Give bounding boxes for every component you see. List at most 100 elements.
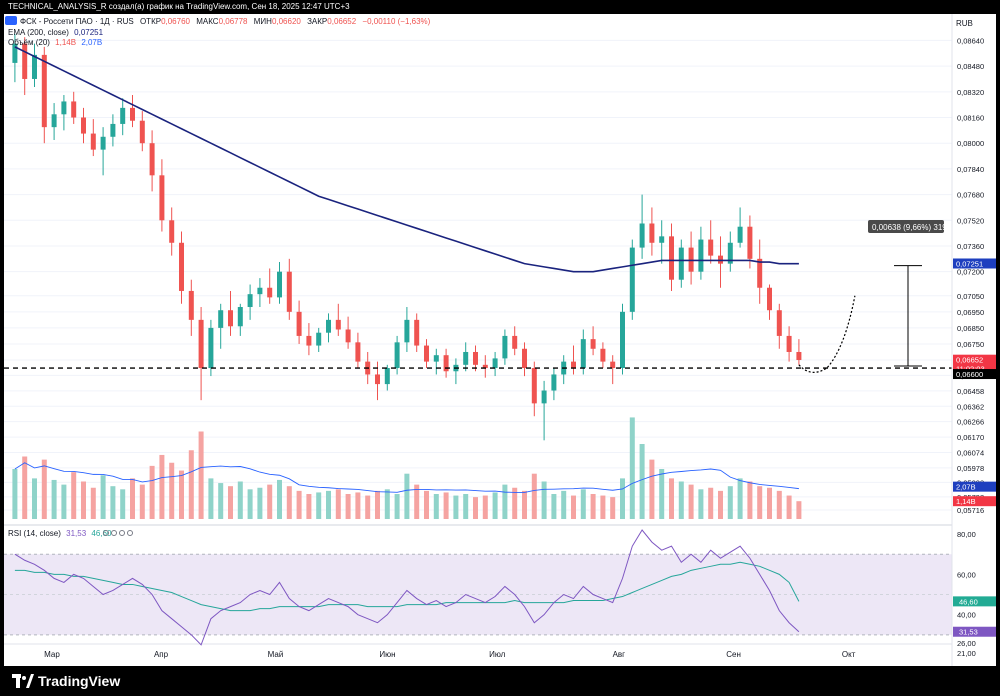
candle-body[interactable]	[110, 123, 116, 137]
time-axis-label[interactable]: Июл	[489, 650, 506, 659]
candle-body[interactable]	[531, 368, 537, 404]
time-axis-label[interactable]: Авг	[613, 650, 626, 659]
candle-body[interactable]	[718, 255, 723, 264]
candle-body[interactable]	[218, 310, 224, 328]
candle-body[interactable]	[580, 339, 586, 369]
candle-body[interactable]	[414, 319, 420, 346]
time-axis-label[interactable]: Окт	[842, 650, 856, 659]
price-axis-label[interactable]: 0,08640	[957, 36, 984, 45]
candle-body[interactable]	[32, 54, 37, 79]
candle-body[interactable]	[335, 319, 341, 330]
candle-body[interactable]	[639, 223, 645, 248]
candle-body[interactable]	[375, 374, 380, 385]
price-axis-label[interactable]: 0,05978	[957, 464, 984, 473]
candle-body[interactable]	[394, 342, 400, 369]
candle-body[interactable]	[443, 355, 449, 372]
candle-body[interactable]	[688, 247, 694, 272]
rsi-axis-label[interactable]: 60,00	[957, 570, 976, 579]
candle-body[interactable]	[796, 351, 802, 361]
candle-body[interactable]	[776, 310, 782, 336]
price-axis-label[interactable]: 0,08320	[957, 88, 984, 97]
price-axis-label[interactable]: 0,08000	[957, 139, 984, 148]
price-axis-label[interactable]: 0,06074	[957, 449, 984, 458]
candle-body[interactable]	[81, 117, 86, 134]
candle-body[interactable]	[228, 310, 233, 327]
candle-body[interactable]	[463, 351, 469, 365]
candle-body[interactable]	[257, 287, 263, 295]
candle-body[interactable]	[767, 287, 772, 311]
price-axis-label[interactable]: 0,07050	[957, 292, 984, 301]
price-axis-label[interactable]: 0,06362	[957, 402, 984, 411]
candle-body[interactable]	[600, 348, 606, 362]
candle-body[interactable]	[590, 339, 596, 349]
price-axis-label[interactable]: 0,06750	[957, 340, 984, 349]
time-axis-labels[interactable]: Мар Апр Май Июн Июл Авг Сен Окт	[44, 650, 856, 659]
candle-body[interactable]	[727, 242, 733, 264]
price-axis-label[interactable]: 0,06266	[957, 418, 984, 427]
rsi-axis-label[interactable]: 26,00	[957, 639, 976, 648]
candle-body[interactable]	[100, 136, 106, 150]
candle-body[interactable]	[747, 226, 753, 259]
rsi-axis-label[interactable]: 21,00	[957, 649, 976, 658]
candle-body[interactable]	[267, 287, 273, 298]
candle-body[interactable]	[698, 239, 704, 272]
price-axis-label[interactable]: 0,07360	[957, 242, 984, 251]
candle-body[interactable]	[620, 311, 625, 369]
price-axis-ticks[interactable]: 0,08640 0,08480 0,08320 0,08160 0,08000 0,078…	[957, 36, 984, 515]
price-axis-label[interactable]: 0,08480	[957, 62, 984, 71]
rsi-axis-label[interactable]: 40,00	[957, 611, 976, 620]
candle-body[interactable]	[159, 175, 165, 221]
candle-body[interactable]	[786, 335, 792, 352]
candle-body[interactable]	[247, 294, 253, 308]
candle-body[interactable]	[384, 368, 390, 385]
time-axis-label[interactable]: Апр	[154, 650, 169, 659]
price-axis-label[interactable]: 0,06458	[957, 387, 984, 396]
price-axis-label[interactable]: 0,07200	[957, 268, 984, 277]
candle-body[interactable]	[208, 327, 214, 369]
candle-body[interactable]	[296, 311, 302, 336]
price-range-measure[interactable]: 0,00638 (9,66%) 319	[868, 220, 947, 367]
candle-body[interactable]	[316, 332, 322, 346]
candle-body[interactable]	[179, 242, 184, 291]
candle-body[interactable]	[502, 335, 508, 359]
candle-body[interactable]	[22, 43, 28, 79]
price-axis-label[interactable]: 0,07840	[957, 165, 984, 174]
candle-body[interactable]	[326, 319, 331, 333]
candle-body[interactable]	[404, 319, 410, 343]
price-axis-label[interactable]: 0,06850	[957, 324, 984, 333]
price-axis-label[interactable]: 0,06950	[957, 308, 984, 317]
candle-body[interactable]	[71, 101, 77, 118]
close-icon[interactable]	[119, 530, 125, 536]
candle-body[interactable]	[139, 120, 145, 144]
candle-body[interactable]	[659, 236, 665, 243]
candle-body[interactable]	[345, 329, 351, 343]
more-icon[interactable]	[127, 530, 133, 536]
chart-frame[interactable]: 0,00638 (9,66%) 319 0,08640 0,08480 0,0832…	[4, 14, 996, 666]
candle-body[interactable]	[433, 355, 439, 362]
candle-body[interactable]	[678, 247, 684, 280]
candle-body[interactable]	[610, 361, 616, 369]
candle-body[interactable]	[669, 236, 674, 280]
candle-body[interactable]	[492, 358, 498, 369]
candle-body[interactable]	[286, 271, 292, 312]
candle-body[interactable]	[522, 348, 527, 369]
candle-body[interactable]	[551, 374, 557, 391]
candle-body[interactable]	[188, 290, 194, 320]
candle-body[interactable]	[198, 319, 204, 369]
candle-body[interactable]	[120, 107, 126, 124]
price-axis-label[interactable]: 0,07680	[957, 191, 984, 200]
price-axis-label[interactable]: 0,07520	[957, 216, 984, 225]
chart-canvas[interactable]: 0,00638 (9,66%) 319 0,08640 0,08480 0,0832…	[4, 14, 996, 666]
gear-icon[interactable]	[111, 530, 117, 536]
candle-body[interactable]	[306, 335, 312, 346]
candle-body[interactable]	[512, 335, 518, 349]
price-axis-label[interactable]: 0,05716	[957, 506, 984, 515]
candle-body[interactable]	[708, 239, 714, 256]
time-axis-label[interactable]: Май	[268, 650, 284, 659]
price-candles[interactable]	[12, 34, 802, 441]
candle-body[interactable]	[51, 114, 57, 128]
candle-body[interactable]	[737, 226, 743, 243]
candle-body[interactable]	[757, 258, 763, 288]
rsi-axis-label[interactable]: 80,00	[957, 530, 976, 539]
